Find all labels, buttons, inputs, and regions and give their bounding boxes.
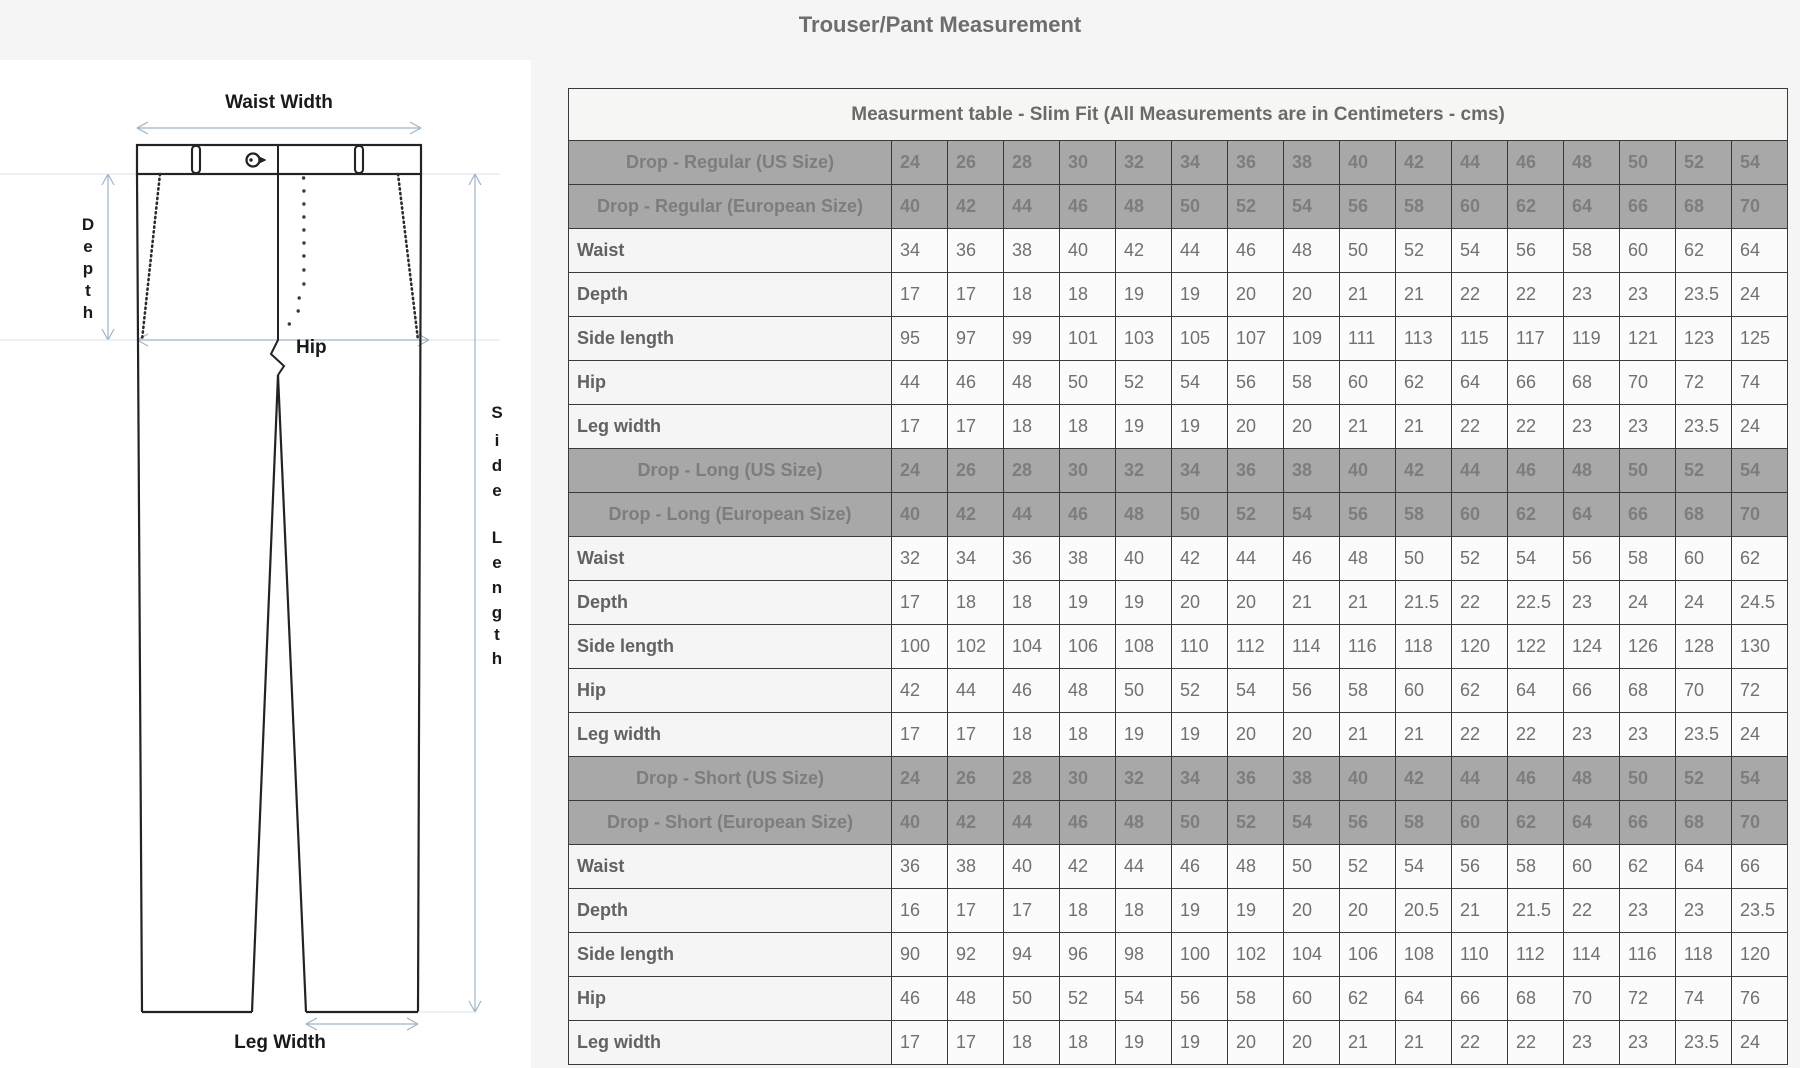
svg-text:D: D — [82, 215, 94, 234]
svg-text:h: h — [83, 303, 93, 322]
svg-text:t: t — [494, 625, 500, 644]
svg-text:i: i — [495, 431, 500, 450]
svg-text:S: S — [491, 403, 502, 422]
svg-text:Leg Width: Leg Width — [234, 1032, 326, 1053]
svg-text:L: L — [492, 528, 502, 547]
svg-text:e: e — [492, 553, 501, 572]
svg-text:g: g — [492, 603, 502, 622]
svg-text:t: t — [85, 281, 91, 300]
svg-text:e: e — [83, 237, 92, 256]
svg-text:n: n — [492, 578, 502, 597]
svg-text:p: p — [83, 259, 93, 278]
svg-text:Waist Width: Waist Width — [225, 92, 333, 113]
svg-text:h: h — [492, 649, 502, 668]
svg-text:Hip: Hip — [296, 337, 327, 358]
svg-text:e: e — [492, 481, 501, 500]
svg-text:d: d — [492, 456, 502, 475]
